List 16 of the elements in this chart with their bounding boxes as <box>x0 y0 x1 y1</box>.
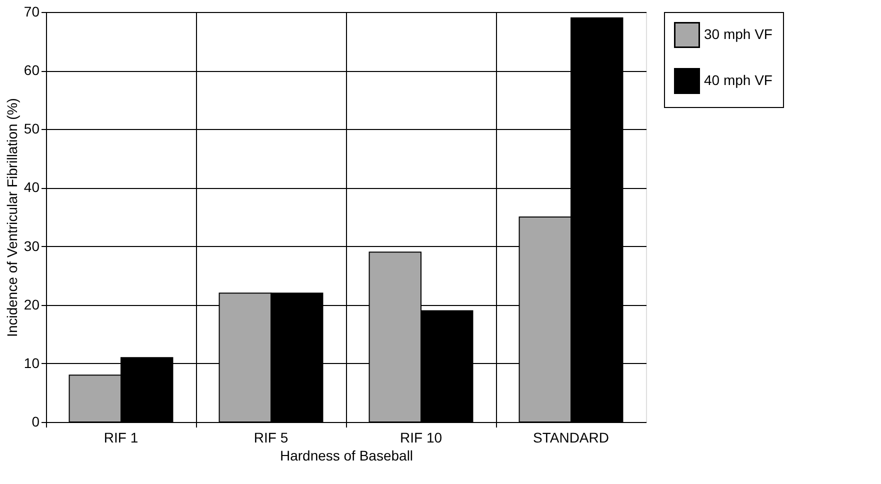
y-tick-label: 0 <box>32 414 40 430</box>
legend-label: 30 mph VF <box>704 26 772 42</box>
y-axis-title: Incidence of Ventricular Fibrillation (%) <box>4 98 20 337</box>
y-tick-label: 60 <box>24 62 40 78</box>
y-tick-label: 10 <box>24 354 40 371</box>
x-tick-label: RIF 1 <box>104 430 138 446</box>
x-tick-label: STANDARD <box>533 430 609 446</box>
y-tick-label: 40 <box>24 179 40 196</box>
y-tick-label: 30 <box>24 238 40 254</box>
x-tick-label: RIF 10 <box>400 430 442 446</box>
y-tick-label: 70 <box>24 4 40 20</box>
legend-label: 40 mph VF <box>704 72 772 88</box>
x-tick-label: RIF 5 <box>254 430 288 446</box>
y-tick-label: 50 <box>24 120 40 137</box>
y-tick-label: 20 <box>24 296 40 312</box>
x-axis-title: Hardness of Baseball <box>280 448 414 464</box>
